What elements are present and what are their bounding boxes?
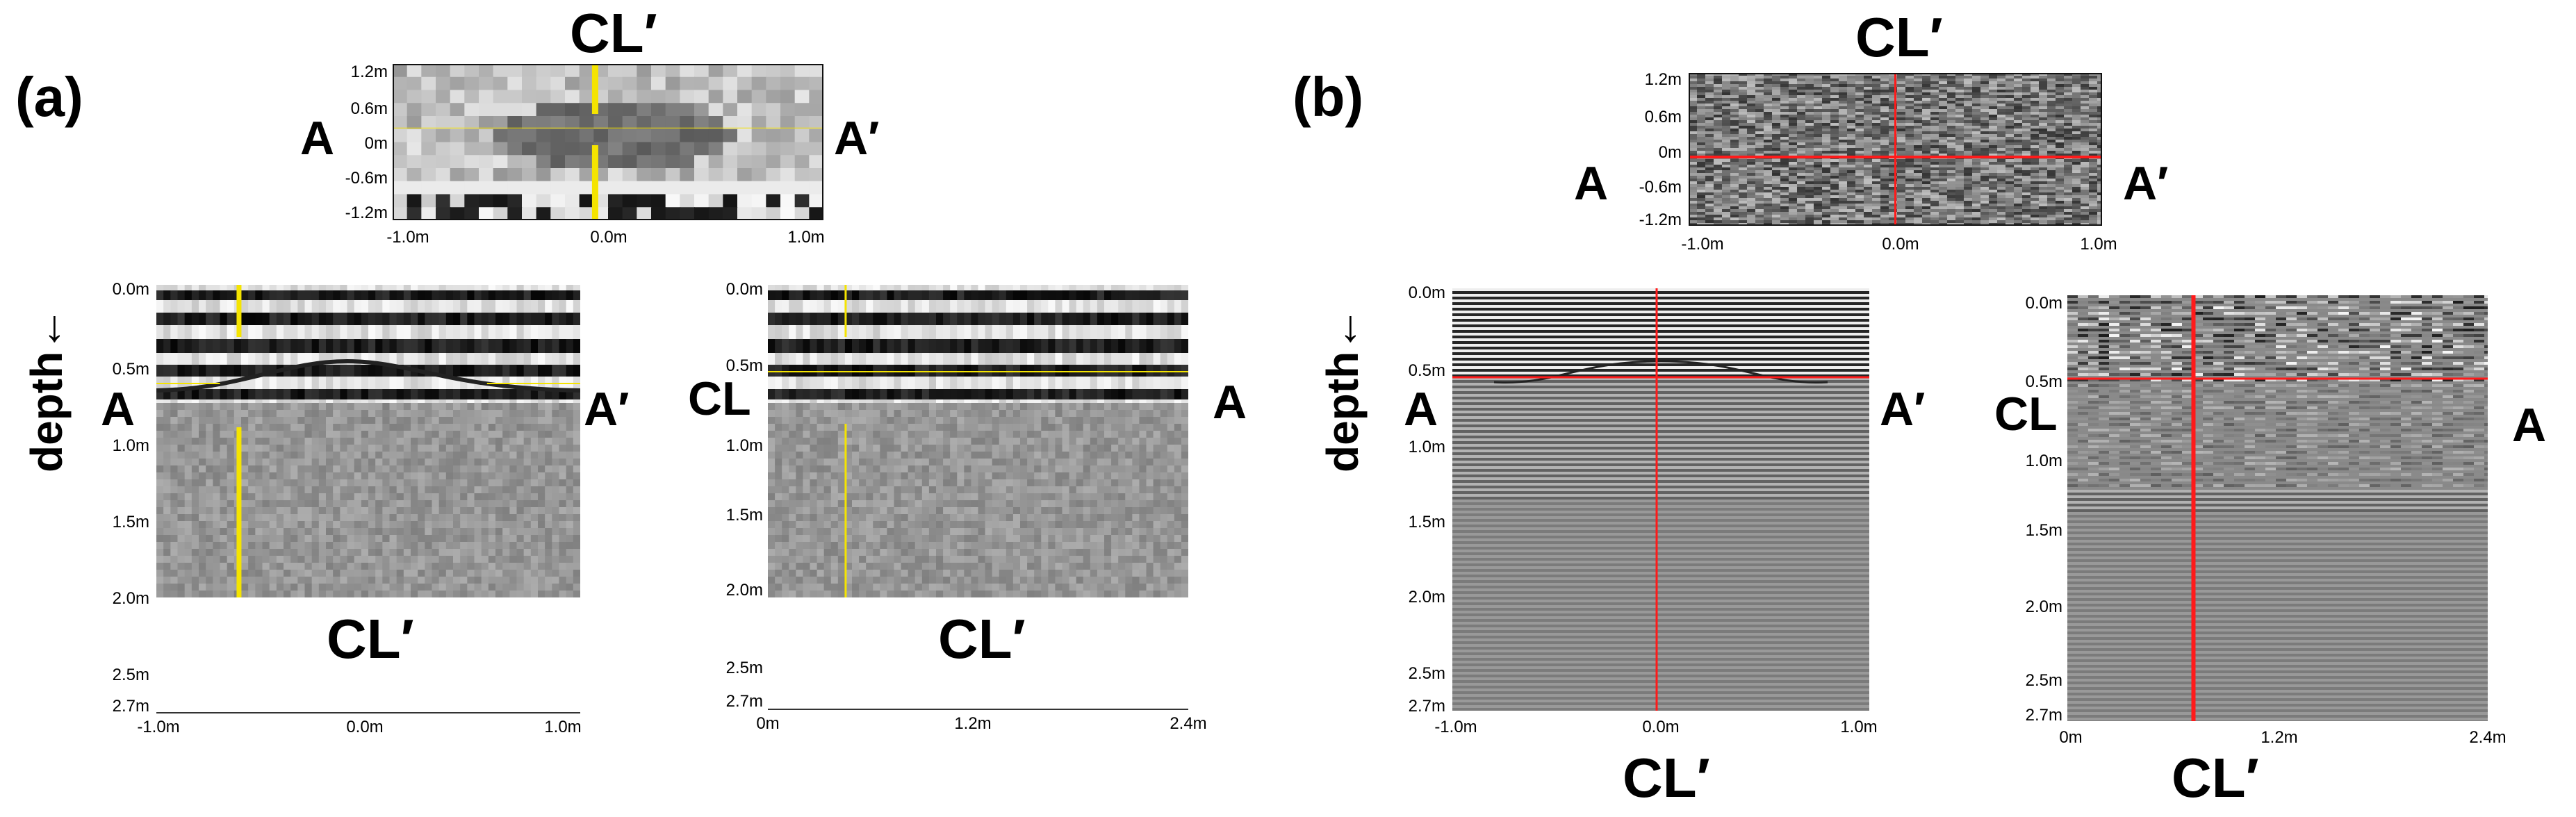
panel-a-left-xtick: -1.0m	[137, 718, 180, 736]
panel-a-top-xtick: 0.0m	[590, 228, 627, 247]
panel-a-top-ytick: 0m	[364, 134, 388, 153]
panel-b-left-bottom-label: CL′	[1623, 747, 1710, 809]
panel-a-right-ytick: 0.5m	[725, 356, 763, 375]
panel-b-right-xtick: 0m	[2059, 728, 2083, 747]
panel-a-top-slice	[393, 64, 823, 220]
panel-b-top-ytick: -0.6m	[1639, 178, 1682, 197]
panel-a-right-ytick: 2.7m	[725, 692, 763, 711]
panel-b-left-left-label: A	[1404, 383, 1438, 436]
panel-a-left-ytick: 1.0m	[112, 436, 149, 455]
panel-b-left-ytick: 2.7m	[1408, 697, 1445, 716]
panel-b-top-xtick: -1.0m	[1681, 235, 1724, 254]
panel-a-right-xaxis	[768, 709, 1188, 710]
hyperbola-reflection	[1493, 360, 1828, 383]
panel-b-left-ytick: 0.5m	[1408, 361, 1445, 380]
panel-b-left-xtick: 1.0m	[1840, 718, 1878, 736]
panel-b-right-left-label: CL	[1994, 388, 2058, 440]
panel-b-right-right-label: A	[2512, 399, 2547, 452]
panel-a-right-ytick: 2.5m	[725, 659, 763, 677]
panel-a-left-ytick: 0.0m	[112, 280, 149, 299]
panel-a-right-section	[768, 285, 1188, 597]
panel-a-right-left-label: CL	[688, 372, 751, 425]
panel-a-left-xtick: 0.0m	[346, 718, 384, 736]
panel-b-right-ytick: 2.5m	[2025, 671, 2062, 690]
panel-a-right-xtick: 2.4m	[1170, 714, 1207, 733]
panel-b-top-ytick: 1.2m	[1644, 70, 1682, 89]
panel-a-right-ytick: 1.5m	[725, 506, 763, 525]
panel-a-depth-label: depth←	[22, 306, 72, 472]
panel-b-right-ytick: 0.5m	[2025, 372, 2062, 391]
panel-b-left-ytick: 0.0m	[1408, 283, 1445, 302]
panel-b-left-ytick: 1.0m	[1408, 438, 1445, 456]
panel-b-right-ytick: 0.0m	[2025, 294, 2062, 313]
panel-a-left-ytick: 1.5m	[112, 513, 149, 531]
panel-a-right-ytick: 1.0m	[725, 436, 763, 455]
panel-a-top-xtick: 1.0m	[787, 228, 825, 247]
panel-a-left-ytick: 2.7m	[112, 697, 149, 716]
panel-a-top-ytick: -0.6m	[345, 169, 388, 188]
panel-b-left-ytick: 1.5m	[1408, 513, 1445, 531]
panel-a-top-xtick: -1.0m	[386, 228, 429, 247]
panel-a-left-ytick: 0.5m	[112, 360, 149, 379]
panel-a-left-xtick: 1.0m	[544, 718, 582, 736]
panel-b-top-xtick: 0.0m	[1882, 235, 1919, 254]
panel-b-right-bottom-label: CL′	[2172, 747, 2259, 809]
panel-b-right-ytick: 2.7m	[2025, 706, 2062, 725]
panel-b-left-xtick: 0.0m	[1642, 718, 1680, 736]
panel-b-top-xtick: 1.0m	[2080, 235, 2117, 254]
panel-b-left-xtick: -1.0m	[1434, 718, 1477, 736]
panel-a-right-xtick: 1.2m	[954, 714, 992, 733]
panel-a-right-ytick: 2.0m	[725, 581, 763, 600]
panel-b-top-left-label: A	[1574, 157, 1609, 210]
panel-b-top-ytick: -1.2m	[1639, 211, 1682, 229]
panel-b-tag: (b)	[1293, 66, 1364, 128]
panel-b-right-ytick: 1.0m	[2025, 452, 2062, 470]
panel-a-right-right-label: A	[1213, 376, 1247, 429]
panel-a-left-xaxis	[156, 712, 580, 713]
panel-b-left-section	[1452, 288, 1869, 711]
panel-a-left-right-label: A′	[584, 383, 630, 436]
panel-a-left-ytick: 2.0m	[112, 589, 149, 608]
panel-b-right-section	[2067, 295, 2488, 721]
panel-b-right-xtick: 2.4m	[2469, 728, 2507, 747]
panel-a-tag: (a)	[15, 66, 83, 128]
panel-a-top-ytick: -1.2m	[345, 204, 388, 222]
panel-a-top-left-label: A	[300, 112, 335, 165]
panel-a-left-bottom-label: CL′	[327, 608, 414, 670]
panel-a-left-ytick: 2.5m	[112, 666, 149, 684]
panel-b-top-right-label: A′	[2123, 157, 2169, 210]
panel-b-top-ytick: 0m	[1658, 143, 1682, 162]
panel-a-left-section	[156, 285, 580, 597]
panel-b-left-right-label: A′	[1880, 383, 1926, 436]
panel-b-right-xtick: 1.2m	[2261, 728, 2298, 747]
panel-b-depth-label: depth←	[1318, 306, 1368, 472]
panel-b-right-ytick: 2.0m	[2025, 597, 2062, 616]
panel-a-top-frame	[393, 64, 823, 220]
panel-a-top-right-label: A′	[834, 112, 880, 165]
panel-b-top-title: CL′	[1855, 6, 1943, 68]
panel-a-left-left-label: A	[101, 383, 136, 436]
panel-a-top-ytick: 1.2m	[350, 63, 388, 81]
panel-b-top-frame	[1689, 73, 2102, 226]
panel-a-top-ytick: 0.6m	[350, 99, 388, 118]
panel-b-top-ytick: 0.6m	[1644, 108, 1682, 126]
panel-b-right-ytick: 1.5m	[2025, 521, 2062, 540]
panel-b-left-ytick: 2.5m	[1408, 664, 1445, 683]
panel-a-right-xtick: 0m	[756, 714, 780, 733]
panel-a-right-ytick: 0.0m	[725, 280, 763, 299]
panel-b-left-ytick: 2.0m	[1408, 588, 1445, 606]
panel-a-top-title: CL′	[570, 2, 657, 64]
hyperbola-reflection	[156, 358, 580, 393]
panel-a-right-bottom-label: CL′	[938, 608, 1026, 670]
